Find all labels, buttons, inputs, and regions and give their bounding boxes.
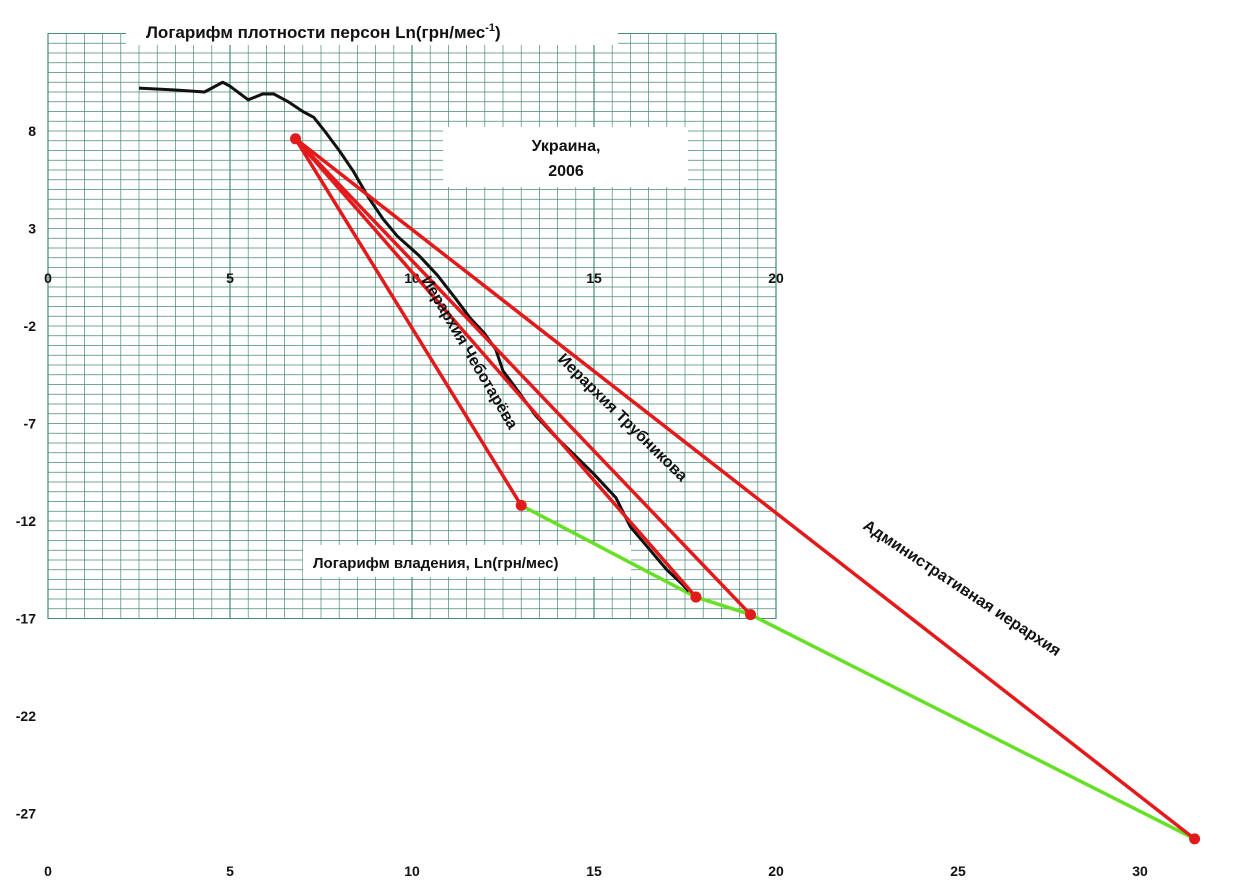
main-axis-ticks: 0 5 10 15 20 25 30 8 3 -2 -7 -12 -17 -22 -27 — [16, 123, 1148, 879]
y-tick-label: -2 — [24, 318, 37, 334]
inset-x-ticks: 0 5 10 15 20 — [44, 270, 784, 286]
inset-x-tick-label: 10 — [404, 270, 420, 286]
y-tick-label: 8 — [28, 123, 36, 139]
inset-title-end: ) — [495, 23, 501, 42]
y-tick-label: -22 — [16, 708, 36, 724]
y-tick-label: -12 — [16, 513, 36, 529]
y-tick-label: -27 — [16, 806, 36, 822]
line-hierarchy-extra — [294, 137, 752, 616]
x-tick-label: 15 — [586, 863, 602, 879]
line-hierarchy-administrative — [294, 137, 1196, 841]
inset-title: Логарифм плотности персон Ln(грн/мес-1) — [146, 22, 501, 42]
inset-xlabel-box — [303, 545, 631, 577]
inset-xlabel: Логарифм владения, Ln(грн/мес) — [313, 555, 559, 572]
hierarchy-point — [1189, 833, 1201, 845]
hierarchy-point — [290, 133, 302, 145]
y-tick-label: -7 — [24, 416, 37, 432]
x-tick-label: 20 — [768, 863, 784, 879]
line-hierarchy-chebotarev — [294, 137, 523, 507]
inset-x-tick-label: 15 — [586, 270, 602, 286]
x-tick-label: 30 — [1132, 863, 1148, 879]
hierarchy-point — [690, 591, 702, 603]
density-curve — [138, 80, 690, 593]
label-hierarchy-administrative: Административная иерархия — [860, 517, 1064, 660]
y-tick-label: -17 — [16, 611, 36, 627]
inset-title-sup: -1 — [485, 22, 495, 34]
hierarchy-point — [745, 609, 757, 621]
inset-title-box — [126, 13, 618, 45]
series-layer — [138, 80, 1201, 845]
x-tick-label: 10 — [404, 863, 420, 879]
inset-x-tick-label: 20 — [768, 270, 784, 286]
inset-x-tick-label: 0 — [44, 270, 52, 286]
year-label: 2006 — [548, 163, 584, 180]
country-label: Украина, — [532, 138, 601, 155]
y-tick-label: 3 — [28, 221, 36, 237]
x-tick-label: 25 — [950, 863, 966, 879]
hierarchy-point — [515, 499, 527, 511]
line-hierarchy-trubnikov — [294, 137, 698, 599]
inset-title-main: Логарифм плотности персон Ln(грн/мес — [146, 23, 485, 42]
x-tick-label: 0 — [44, 863, 52, 879]
country-year-box — [443, 127, 688, 187]
inset-x-tick-label: 5 — [226, 270, 234, 286]
green-connector-line — [520, 503, 1196, 841]
x-tick-label: 5 — [226, 863, 234, 879]
